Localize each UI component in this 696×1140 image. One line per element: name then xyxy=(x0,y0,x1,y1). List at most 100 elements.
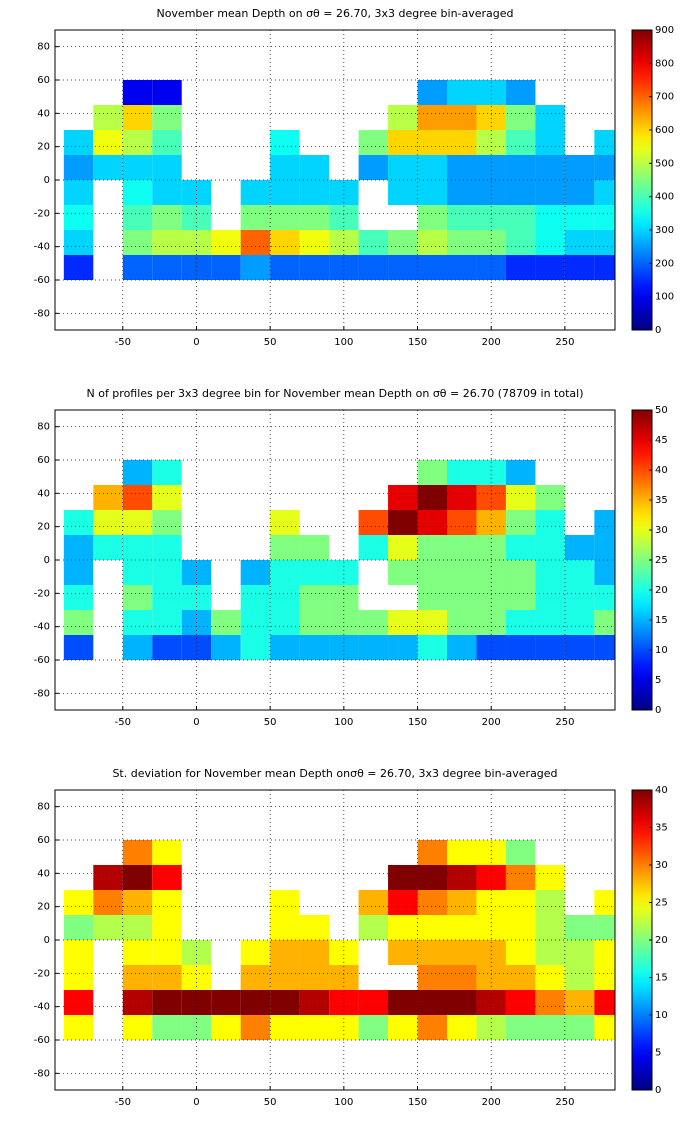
heat-cell xyxy=(447,990,477,1015)
heat-cell xyxy=(358,230,389,255)
heat-cell xyxy=(358,890,389,915)
heat-cell xyxy=(388,255,418,280)
heat-cell xyxy=(388,890,418,915)
heat-cell xyxy=(152,510,182,535)
heat-cell xyxy=(122,890,153,915)
heat-cell xyxy=(476,535,506,560)
x-tick-label: 200 xyxy=(482,717,501,728)
heat-cell xyxy=(299,635,330,660)
x-tick-label: 150 xyxy=(408,717,427,728)
heat-cell xyxy=(93,535,123,560)
heat-cell xyxy=(181,205,212,230)
heat-cell xyxy=(299,965,330,990)
colorbar-tick-label: 40 xyxy=(655,785,668,796)
x-tick-label: 250 xyxy=(555,717,574,728)
heat-cell xyxy=(152,890,182,915)
heat-cell xyxy=(447,130,477,155)
heat-cell xyxy=(270,255,300,280)
colorbar-tick-label: 300 xyxy=(655,225,674,236)
heat-cell xyxy=(476,180,506,205)
plot-area xyxy=(63,80,615,280)
heat-cell xyxy=(63,510,94,535)
heat-cell xyxy=(299,1015,330,1040)
heat-cell xyxy=(535,255,565,280)
heat-cell xyxy=(299,155,330,180)
heat-cell xyxy=(535,635,565,660)
heat-cell xyxy=(476,155,506,180)
heat-cell xyxy=(63,255,94,280)
colorbar-tick-label: 45 xyxy=(655,435,668,446)
heat-cell xyxy=(535,105,565,130)
heat-cell xyxy=(535,155,565,180)
heat-cell xyxy=(270,535,300,560)
heat-cell xyxy=(152,155,182,180)
heat-cell xyxy=(476,1015,506,1040)
heat-cell xyxy=(211,1015,241,1040)
heat-cell xyxy=(535,940,565,965)
colorbar-tick-label: 10 xyxy=(655,1010,668,1021)
heat-cell xyxy=(122,915,153,940)
chart-title: St. deviation for November mean Depth on… xyxy=(112,767,557,780)
heat-cell xyxy=(181,560,212,585)
x-tick-label: 200 xyxy=(482,1097,501,1108)
heat-cell xyxy=(594,255,615,280)
heat-cell xyxy=(417,130,447,155)
heat-cell xyxy=(152,460,182,485)
heat-cell xyxy=(564,635,595,660)
heat-cell xyxy=(388,230,418,255)
colorbar-tick-label: 20 xyxy=(655,935,668,946)
heat-cell xyxy=(240,180,271,205)
y-tick-label: 80 xyxy=(37,42,50,53)
heat-cell xyxy=(211,610,241,635)
y-tick-label: -40 xyxy=(34,242,50,253)
heat-cell xyxy=(535,230,565,255)
heat-cell xyxy=(594,890,615,915)
heat-cell xyxy=(152,940,182,965)
heat-cell xyxy=(476,940,506,965)
colorbar-tick-label: 100 xyxy=(655,292,674,303)
heat-cell xyxy=(388,635,418,660)
heat-cell xyxy=(505,610,536,635)
heat-cell xyxy=(358,255,389,280)
colorbar-tick-label: 30 xyxy=(655,525,668,536)
y-tick-label: 20 xyxy=(37,902,50,913)
heat-cell xyxy=(417,990,447,1015)
heat-cell xyxy=(93,485,123,510)
heat-cell xyxy=(505,80,536,105)
heat-cell xyxy=(594,915,615,940)
heat-cell xyxy=(93,890,123,915)
heat-cell xyxy=(564,205,595,230)
x-tick-label: 150 xyxy=(408,1097,427,1108)
heat-cell xyxy=(181,1015,212,1040)
heat-cell xyxy=(122,485,153,510)
colorbar-tick-label: 25 xyxy=(655,898,668,909)
heat-cell xyxy=(417,155,447,180)
heat-cell xyxy=(63,230,94,255)
heat-cell xyxy=(594,155,615,180)
heat-cell xyxy=(270,230,300,255)
y-tick-label: 80 xyxy=(37,802,50,813)
heat-cell xyxy=(564,255,595,280)
heat-cell xyxy=(505,205,536,230)
heat-cell xyxy=(417,840,447,865)
heat-cell xyxy=(63,635,94,660)
heat-cell xyxy=(388,915,418,940)
heat-cell xyxy=(417,890,447,915)
heat-cell xyxy=(417,940,447,965)
heat-cell xyxy=(122,865,153,890)
x-tick-label: 100 xyxy=(334,337,353,348)
heat-cell xyxy=(476,915,506,940)
heat-cell xyxy=(63,180,94,205)
heat-cell xyxy=(122,610,153,635)
heat-cell xyxy=(93,865,123,890)
heat-cell xyxy=(240,990,271,1015)
heat-cell xyxy=(63,535,94,560)
y-tick-label: -80 xyxy=(34,1068,50,1079)
heat-cell xyxy=(417,610,447,635)
heat-cell xyxy=(505,635,536,660)
heat-cell xyxy=(505,1015,536,1040)
heat-cell xyxy=(594,635,615,660)
heat-cell xyxy=(594,585,615,610)
heat-cell xyxy=(535,965,565,990)
heat-cell xyxy=(152,205,182,230)
